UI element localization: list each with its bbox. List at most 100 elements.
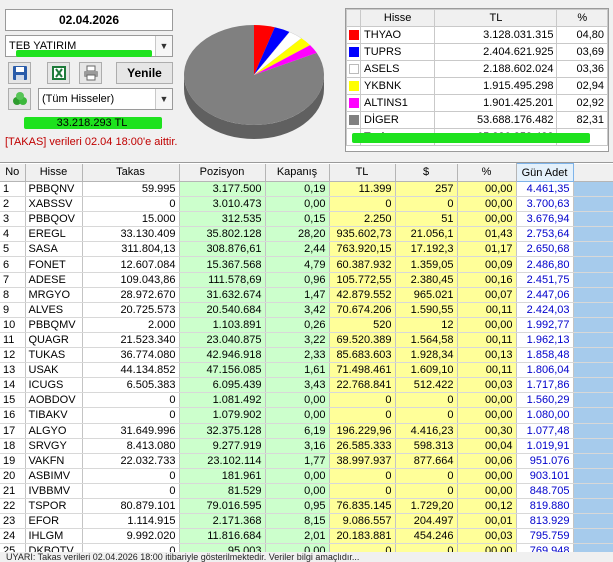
cell-no[interactable]: 23 [0, 513, 26, 530]
cell-no[interactable]: 3 [0, 211, 26, 228]
table-row[interactable]: 25 DKBQTV 0 95.003 0,00 0 0 00,00 769.948 [0, 543, 613, 552]
cell-pozisyon[interactable]: 1.079.902 [179, 407, 266, 424]
cell-tl[interactable]: 9.086.557 [329, 513, 396, 530]
table-row[interactable]: 20 ASBIMV 0 181.961 0,00 0 0 00,00 903.101 [0, 468, 613, 484]
cell-usd[interactable]: 4.416,23 [395, 423, 458, 439]
cell-pct[interactable]: 00,00 [457, 468, 517, 484]
cell-takas[interactable]: 9.992.020 [82, 528, 180, 545]
cell-pozisyon[interactable]: 23.102.114 [179, 453, 266, 469]
cell-no[interactable]: 7 [0, 272, 26, 288]
col-header-pozisyon[interactable]: Pozisyon [179, 163, 266, 182]
cell-tl[interactable]: 0 [329, 392, 396, 409]
cell-no[interactable]: 4 [0, 226, 26, 243]
cell-tl[interactable]: 935.602,73 [329, 226, 396, 243]
cell-usd[interactable]: 1.590,55 [395, 302, 458, 318]
cell-takas[interactable]: 0 [82, 392, 180, 409]
cell-kapanis[interactable]: 2,44 [265, 241, 330, 258]
cell-no[interactable]: 22 [0, 498, 26, 515]
col-header-usd[interactable]: $ [395, 163, 458, 182]
cell-usd[interactable]: 204.497 [395, 513, 458, 530]
cell-usd[interactable]: 0 [395, 543, 458, 552]
cell-takas[interactable]: 28.972.670 [82, 287, 180, 303]
cell-kapanis[interactable]: 4,79 [265, 256, 330, 273]
cell-gun-adet[interactable]: 2.650,68 [516, 241, 574, 258]
cell-takas[interactable]: 0 [82, 483, 180, 499]
cell-hisse[interactable]: XABSSV [25, 196, 83, 213]
cell-usd[interactable]: 17.192,3 [395, 241, 458, 258]
cell-pozisyon[interactable]: 312.535 [179, 211, 266, 228]
cell-tl[interactable]: 0 [329, 483, 396, 499]
cell-kapanis[interactable]: 3,43 [265, 377, 330, 394]
cell-kapanis[interactable]: 0,96 [265, 272, 330, 288]
cell-gun-adet[interactable]: 2.753,64 [516, 226, 574, 243]
table-row[interactable]: 9 ALVES 20.725.573 20.540.684 3,42 70.674.206… [0, 302, 613, 318]
cell-gun-adet[interactable]: 1.962,13 [516, 332, 574, 349]
cell-kapanis[interactable]: 3,42 [265, 302, 330, 318]
cell-pct[interactable]: 00,16 [457, 272, 517, 288]
cell-takas[interactable]: 0 [82, 468, 180, 484]
cell-kapanis[interactable]: 0,00 [265, 543, 330, 552]
table-row[interactable]: 24 IHLGM 9.992.020 11.816.684 2,01 20.183.881… [0, 528, 613, 545]
cell-tl[interactable]: 70.674.206 [329, 302, 396, 318]
cell-pozisyon[interactable]: 11.816.684 [179, 528, 266, 545]
cell-pct[interactable]: 00,12 [457, 498, 517, 515]
cell-tl[interactable]: 22.768.841 [329, 377, 396, 394]
cell-takas[interactable]: 6.505.383 [82, 377, 180, 394]
cell-tl[interactable]: 105.772,55 [329, 272, 396, 288]
print-button[interactable] [79, 62, 102, 84]
cell-tl[interactable]: 196.229,96 [329, 423, 396, 439]
cell-tl[interactable]: 0 [329, 468, 396, 484]
table-row[interactable]: 5 SASA 311.804,13 308.876,61 2,44 763.920,15 1… [0, 241, 613, 258]
cell-takas[interactable]: 8.413.080 [82, 438, 180, 454]
cell-pozisyon[interactable]: 47.156.085 [179, 362, 266, 379]
cell-gun-adet[interactable]: 813.929 [516, 513, 574, 530]
cell-pct[interactable]: 00,00 [457, 196, 517, 213]
cell-kapanis[interactable]: 0,00 [265, 196, 330, 213]
cell-usd[interactable]: 0 [395, 196, 458, 213]
cell-tl[interactable]: 85.683.603 [329, 347, 396, 364]
cell-usd[interactable]: 0 [395, 407, 458, 424]
cell-pozisyon[interactable]: 32.375.128 [179, 423, 266, 439]
cell-hisse[interactable]: QUAGR [25, 332, 83, 349]
cell-usd[interactable]: 21.056,1 [395, 226, 458, 243]
cell-pct[interactable]: 00,00 [457, 483, 517, 499]
cell-no[interactable]: 8 [0, 287, 26, 303]
table-row[interactable]: 10 PBBQMV 2.000 1.103.891 0,26 520 12 00,00 1.99… [0, 317, 613, 333]
table-row[interactable]: 15 AOBDOV 0 1.081.492 0,00 0 0 00,00 1.560,29 [0, 392, 613, 409]
chevron-down-icon[interactable]: ▼ [155, 89, 172, 109]
cell-hisse[interactable]: TIBAKV [25, 407, 83, 424]
table-row[interactable]: 19 VAKFN 22.032.733 23.102.114 1,77 38.997.93… [0, 453, 613, 469]
cell-takas[interactable]: 21.523.340 [82, 332, 180, 349]
table-row[interactable]: 14 ICUGS 6.505.383 6.095.439 3,43 22.768.841 5… [0, 377, 613, 394]
cell-kapanis[interactable]: 3,16 [265, 438, 330, 454]
cell-pct[interactable]: 00,09 [457, 256, 517, 273]
cell-kapanis[interactable]: 28,20 [265, 226, 330, 243]
table-row[interactable]: 2 XABSSV 0 3.010.473 0,00 0 0 00,00 3.700,63 [0, 196, 613, 213]
cell-tl[interactable]: 69.520.389 [329, 332, 396, 349]
table-row[interactable]: 23 EFOR 1.114.915 2.171.368 8,15 9.086.557 204… [0, 513, 613, 530]
cell-hisse[interactable]: IVBBMV [25, 483, 83, 499]
cell-pct[interactable]: 00,13 [457, 347, 517, 364]
cell-usd[interactable]: 0 [395, 483, 458, 499]
cell-no[interactable]: 5 [0, 241, 26, 258]
col-header-pct[interactable]: % [457, 163, 517, 182]
cell-hisse[interactable]: MRGYO [25, 287, 83, 303]
cell-gun-adet[interactable]: 2.424,03 [516, 302, 574, 318]
cell-no[interactable]: 15 [0, 392, 26, 409]
cell-tl[interactable]: 11.399 [329, 181, 396, 198]
table-row[interactable]: 12 TUKAS 36.774.080 42.946.918 2,33 85.683.60… [0, 347, 613, 364]
cell-hisse[interactable]: FONET [25, 256, 83, 273]
cell-pozisyon[interactable]: 9.277.919 [179, 438, 266, 454]
cell-gun-adet[interactable]: 951.076 [516, 453, 574, 469]
stock-filter-select[interactable]: (Tüm Hisseler) ▼ [38, 88, 173, 110]
cell-takas[interactable]: 1.114.915 [82, 513, 180, 530]
cell-pct[interactable]: 00,03 [457, 528, 517, 545]
table-row[interactable]: 6 FONET 12.607.084 15.367.568 4,79 60.387.932… [0, 256, 613, 273]
cell-kapanis[interactable]: 6,19 [265, 423, 330, 439]
cell-gun-adet[interactable]: 4.461,35 [516, 181, 574, 198]
table-row[interactable]: 13 USAK 44.134.852 47.156.085 1,61 71.498.461… [0, 362, 613, 379]
cell-pct[interactable]: 00,07 [457, 287, 517, 303]
cell-hisse[interactable]: EREGL [25, 226, 83, 243]
cell-pct[interactable]: 00,01 [457, 513, 517, 530]
cell-kapanis[interactable]: 0,00 [265, 392, 330, 409]
